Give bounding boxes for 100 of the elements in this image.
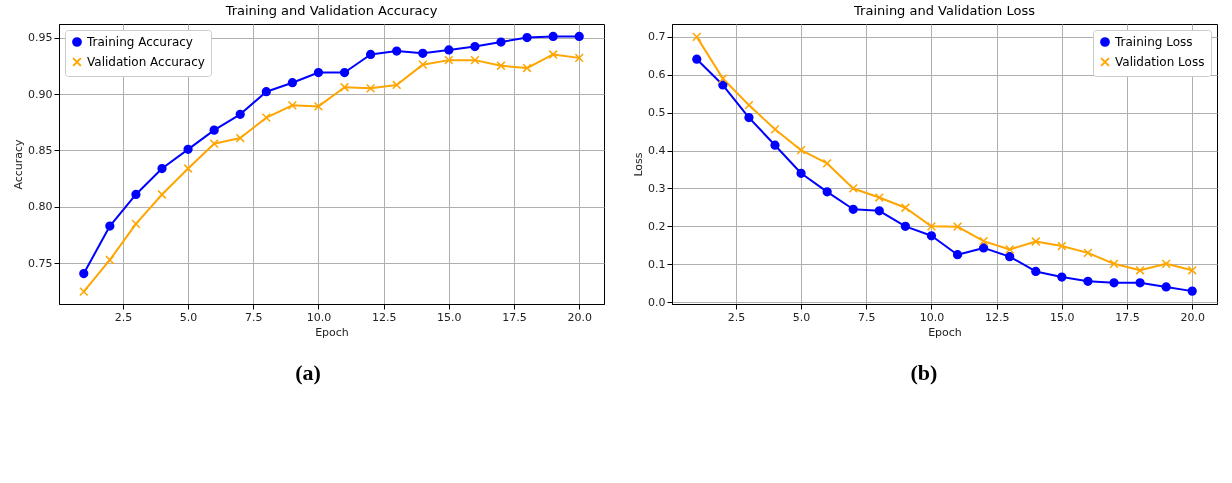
legend-label: Training Accuracy [86,35,193,49]
point [496,37,506,47]
point [978,243,988,253]
point [743,100,754,110]
y-tick-label: 0.3 [647,181,665,195]
chart-title: Training and Validation Loss [852,3,1035,18]
point [392,80,402,90]
point [795,145,806,155]
point [1082,276,1093,286]
point [795,168,806,178]
point [418,48,428,58]
x-tick-label: 7.5 [857,310,876,324]
x-tick-label: 20.0 [1179,310,1205,324]
point [548,31,558,42]
y-tick-label: 0.85 [28,143,53,157]
point [717,80,727,90]
x-tick-label: 17.5 [502,310,527,324]
chart-title: Training and Validation Accuracy [224,3,438,18]
point [183,144,193,154]
y-tick-label: 0.80 [28,200,53,214]
y-tick-label: 0.4 [647,144,665,158]
y-tick-label: 0.95 [28,31,53,45]
point [444,55,454,65]
text: (b) [910,360,938,386]
x-tick-label: 17.5 [1114,310,1140,324]
point [574,31,584,42]
x-tick-label: 2.5 [727,310,745,324]
x-tick-label: 12.5 [371,310,397,324]
point [1187,265,1197,275]
legend-label: Training Loss [1113,35,1192,49]
point [131,219,141,229]
x-tick-label: 7.5 [245,310,263,324]
legend-label: Validation Loss [1114,55,1204,69]
point [313,67,324,78]
y-tick-label: 0.75 [28,256,53,270]
x-tick-label: 10.0 [306,310,332,324]
point [418,60,428,70]
point [339,67,350,78]
point [470,55,480,65]
point [496,61,506,71]
point [1134,265,1145,275]
text: (a) [295,360,321,386]
point [900,221,910,231]
point [926,221,936,231]
point [1082,248,1093,258]
point [874,206,884,216]
point [131,189,141,200]
x-axis-title: Epoch [927,325,962,339]
point [261,113,271,123]
point [365,83,376,93]
point [522,32,532,43]
y-tick-label: 0.6 [647,68,665,82]
point [105,221,115,231]
point [691,54,701,64]
y-tick-label: 0.2 [647,219,665,233]
y-tick-label: 0.7 [647,30,665,44]
x-tick-label: 12.5 [984,310,1009,324]
point [1108,278,1119,288]
point [235,133,245,143]
point [392,46,402,56]
point [900,203,910,213]
point [209,125,219,135]
y-tick-label: 0.5 [647,106,665,120]
legend-label: Validation Accuracy [87,55,205,69]
point [79,286,89,297]
point [1161,259,1171,269]
point [105,255,115,265]
point [79,268,89,279]
point [1056,272,1066,282]
point [952,222,962,232]
point [444,45,454,55]
point [822,187,832,197]
point [874,192,884,203]
point [157,189,167,200]
point [287,100,298,110]
point [1134,278,1145,288]
x-tick-label: 5.0 [792,310,810,324]
point [769,140,780,150]
point [339,82,350,92]
point [926,231,936,241]
x-tick-label: 15.0 [1049,310,1075,324]
point [522,63,532,73]
point [261,87,271,97]
point [183,163,193,174]
point [287,78,298,88]
point [822,158,832,169]
x-tick-label: 10.0 [919,310,944,324]
y-axis-title: Accuracy [12,138,26,190]
point [978,236,988,246]
point [365,49,376,60]
point [952,250,962,260]
y-axis-title: Loss [631,152,645,177]
y-tick-label: 0.1 [647,257,665,271]
point [1030,266,1040,277]
x-tick-label: 5.0 [179,310,198,324]
point [209,139,219,149]
x-axis-title: Epoch [315,325,349,339]
point [235,109,245,119]
point [717,73,727,84]
x-tick-label: 15.0 [437,310,462,324]
